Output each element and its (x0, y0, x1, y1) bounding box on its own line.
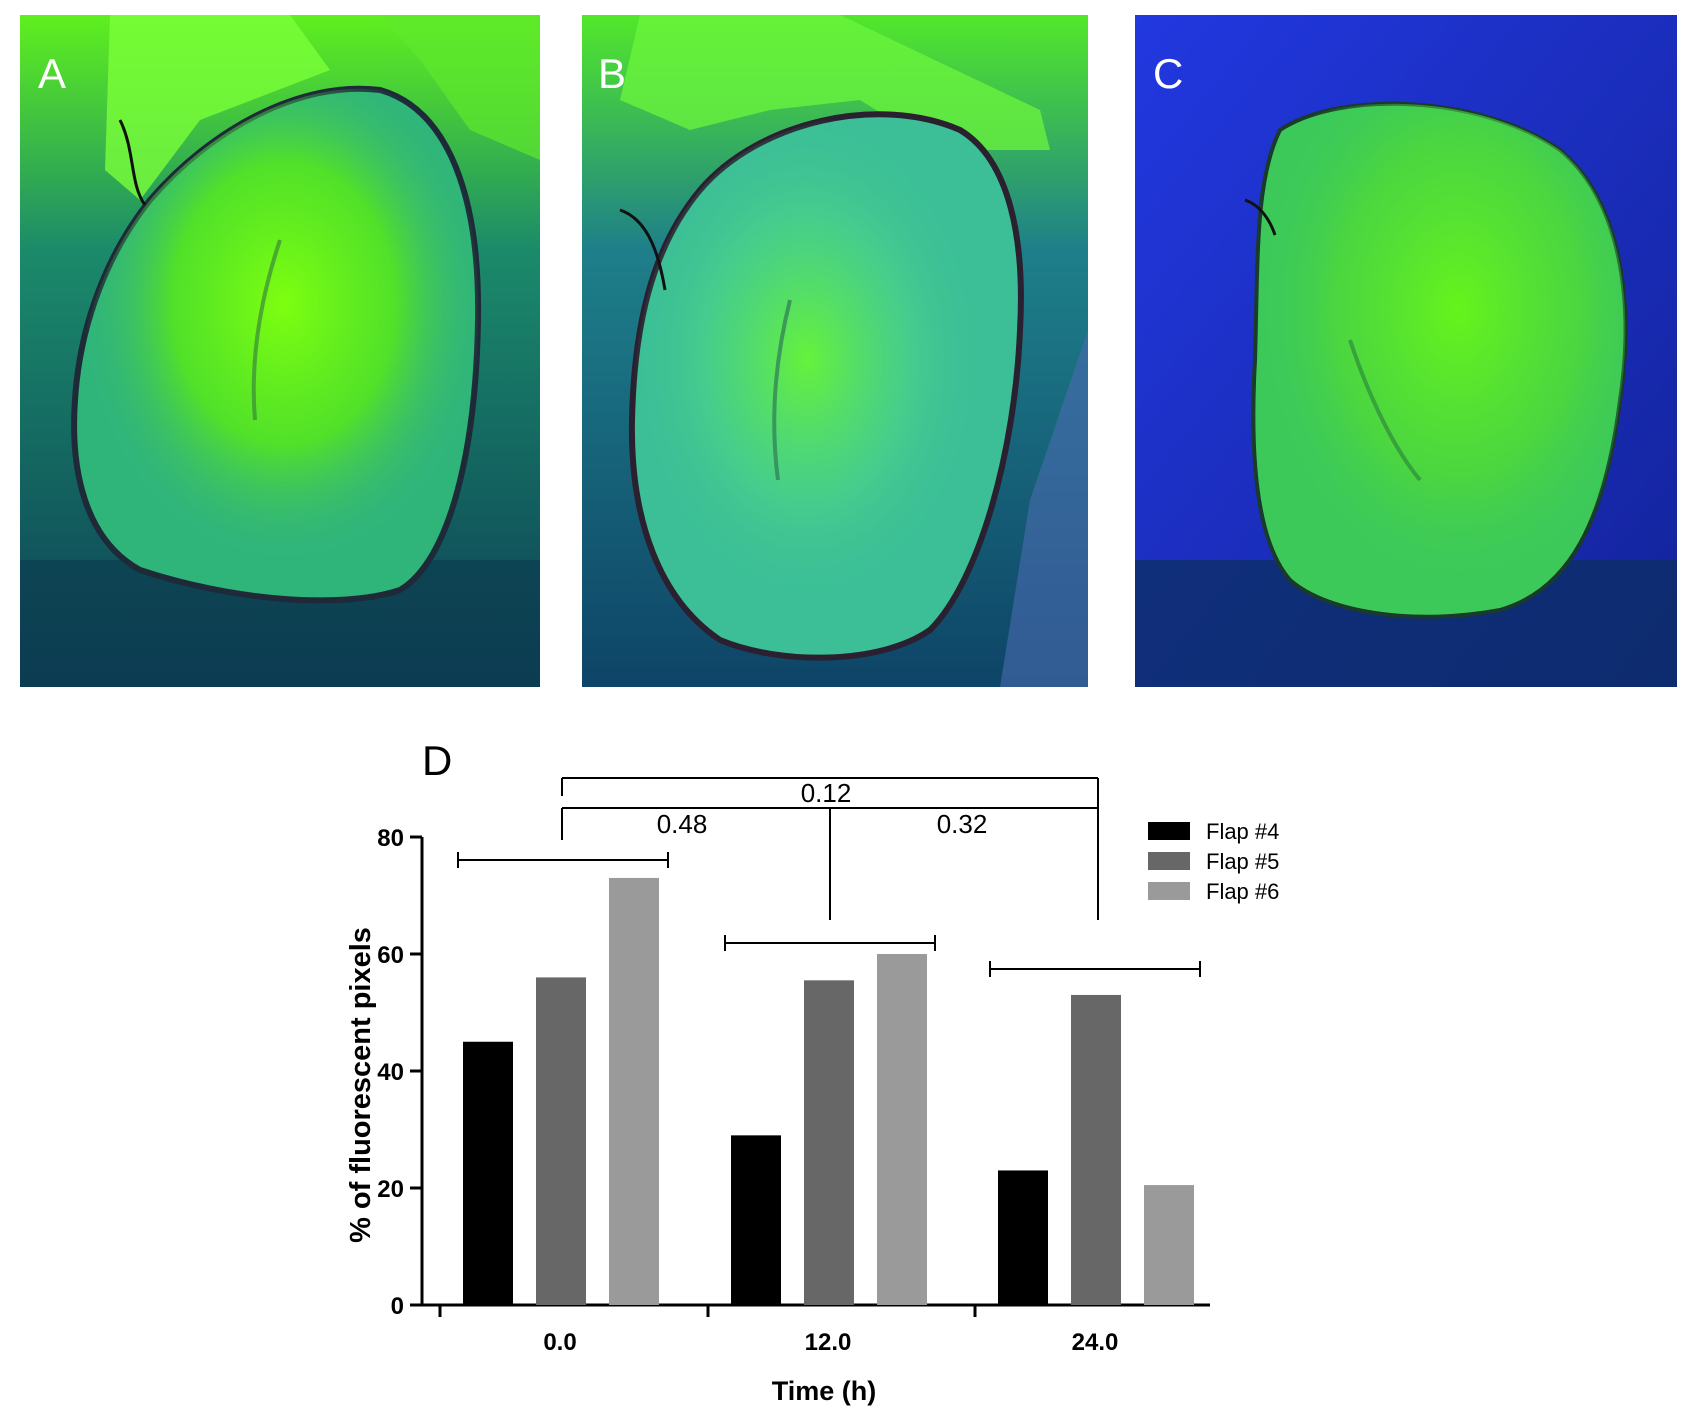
legend-swatch (1148, 852, 1190, 870)
chart-legend: Flap #4 Flap #5 Flap #6 (1148, 819, 1279, 904)
bar (536, 977, 586, 1305)
panel-d-label: D (422, 737, 452, 784)
x-tick-label: 0.0 (543, 1329, 576, 1356)
bar (877, 954, 927, 1305)
y-tick-label: 60 (377, 942, 404, 969)
legend-label: Flap #6 (1206, 879, 1279, 904)
y-tick-label: 80 (377, 825, 404, 852)
x-axis-title: Time (h) (772, 1376, 877, 1406)
significance-brackets: 0.12 0.48 0.32 (457, 777, 1201, 977)
y-tick-label: 20 (377, 1176, 404, 1203)
legend-swatch (1148, 882, 1190, 900)
p-value-label: 0.32 (937, 809, 988, 839)
panel-c-label: C (1153, 50, 1183, 97)
bar (609, 877, 659, 1305)
bar (731, 1135, 781, 1305)
photo-panel-a: A (20, 15, 540, 687)
bar (463, 1041, 513, 1305)
bar (1144, 1185, 1194, 1305)
y-axis-title: % of fluorescent pixels (345, 927, 377, 1243)
legend-label: Flap #4 (1206, 819, 1279, 844)
legend-label: Flap #5 (1206, 849, 1279, 874)
panel-b-label: B (598, 50, 626, 97)
y-tick-label: 40 (377, 1059, 404, 1086)
bar (998, 1170, 1048, 1305)
chart-bars (463, 877, 1194, 1305)
bar-chart: D 0 20 40 60 80 0.0 12.0 24.0 0.12 0.48 0.32 Flap… (345, 737, 1279, 1406)
bar (804, 980, 854, 1305)
photo-panel-c: C (1135, 15, 1677, 687)
x-tick-label: 24.0 (1072, 1329, 1119, 1356)
panel-a-label: A (38, 50, 66, 97)
y-tick-label: 0 (391, 1293, 404, 1320)
x-tick-label: 12.0 (805, 1329, 852, 1356)
bar (1071, 994, 1121, 1305)
legend-swatch (1148, 822, 1190, 840)
p-value-label: 0.48 (657, 809, 708, 839)
p-value-label: 0.12 (801, 778, 852, 808)
photo-panel-b: B (582, 15, 1088, 687)
